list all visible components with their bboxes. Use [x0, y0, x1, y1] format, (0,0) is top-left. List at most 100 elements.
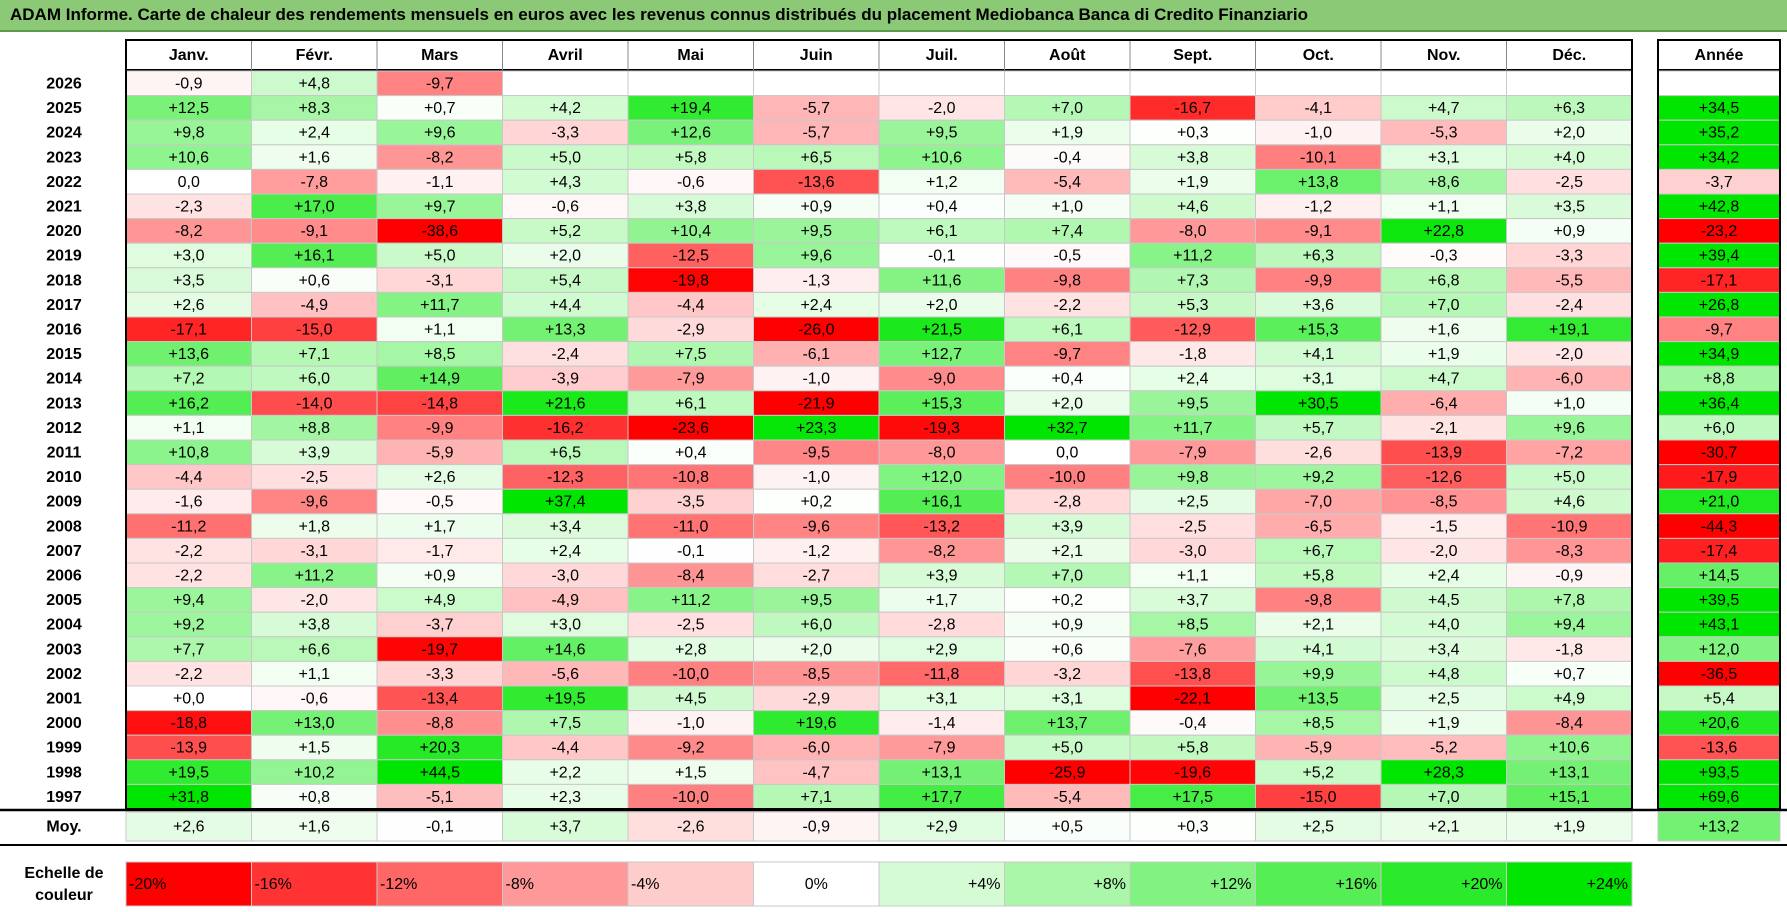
scale-swatch: [1004, 861, 1131, 907]
year-label: 2016: [46, 322, 82, 339]
cell-value: +6,1: [926, 223, 958, 240]
heatmap-cell: [878, 242, 1005, 269]
heatmap-cell: [1380, 636, 1507, 662]
cell-value: -13,9: [171, 740, 208, 757]
year-label: 2014: [46, 371, 82, 388]
cell-value: +1,9: [1177, 174, 1209, 191]
annual-value: -17,9: [1701, 469, 1738, 486]
cell-value: +7,0: [1051, 568, 1083, 585]
heatmap-cell: [1004, 562, 1131, 589]
heatmap-cell: [1255, 291, 1382, 318]
cell-value: +5,7: [1302, 420, 1334, 437]
cell-value: +3,5: [1553, 199, 1585, 216]
heatmap-cell: [1506, 267, 1633, 293]
cell-value: +2,5: [1177, 494, 1209, 511]
cell-value: -4,4: [175, 469, 203, 486]
cell-value: +1,1: [424, 322, 456, 339]
annual-value: +26,8: [1699, 297, 1740, 314]
heatmap-cell: [125, 537, 252, 564]
cell-value: +2,0: [549, 248, 581, 265]
scale-label: -4%: [631, 876, 659, 893]
cell-value: -2,2: [1053, 297, 1081, 314]
month-header-4: Avril: [548, 47, 583, 64]
cell-value: -21,9: [798, 395, 835, 412]
scale-swatch: [878, 861, 1005, 907]
cell-value: -3,2: [1053, 666, 1081, 683]
cell-value: +6,1: [675, 395, 707, 412]
heatmap-cell: [1380, 341, 1507, 367]
cell-value: +4,8: [1428, 666, 1460, 683]
scale-swatch: [1129, 861, 1256, 907]
average-value: -0,9: [802, 819, 830, 836]
cell-value: +1,1: [298, 666, 330, 683]
heatmap-cell: [1129, 267, 1256, 293]
heatmap-cell: [753, 390, 880, 416]
cell-value: +9,7: [424, 199, 456, 216]
cell-value: -12,5: [673, 248, 710, 265]
cell-value: +31,8: [169, 789, 210, 806]
cell-value: -19,6: [1175, 764, 1212, 781]
annual-value: +43,1: [1699, 617, 1740, 634]
annual-cell: [1657, 341, 1781, 367]
cell-value: -2,0: [928, 100, 956, 117]
cell-value: +5,0: [549, 149, 581, 166]
annual-value: +93,5: [1699, 764, 1740, 781]
heatmap-cell: [502, 660, 629, 687]
cell-value: +13,1: [922, 764, 963, 781]
cell-value: +1,9: [1051, 125, 1083, 142]
heatmap-cell: [1129, 783, 1256, 810]
scale-label: -8%: [506, 876, 534, 893]
cell-value: +9,5: [800, 223, 832, 240]
cell-value: -12,9: [1175, 322, 1212, 339]
month-header-7: Juil.: [926, 47, 958, 64]
year-label: 2017: [46, 297, 82, 314]
heatmap-cell: [1129, 95, 1256, 121]
cell-value: -10,8: [673, 469, 710, 486]
heatmap-cell: [251, 734, 378, 761]
cell-value: +4,4: [549, 297, 581, 314]
cell-value: -5,7: [802, 100, 830, 117]
cell-value: -15,0: [1300, 789, 1337, 806]
annual-value: +8,8: [1703, 371, 1735, 388]
cell-value: +11,7: [1173, 420, 1212, 437]
cell-value: -8,3: [1555, 543, 1583, 560]
cell-value: +2,1: [1051, 543, 1083, 560]
cell-value: -1,6: [175, 494, 203, 511]
cell-value: +5,0: [1553, 469, 1585, 486]
scale-label: +16%: [1336, 876, 1377, 893]
heatmap-cell: [1004, 365, 1131, 392]
heatmap-cell: [753, 439, 880, 466]
cell-value: +0,4: [675, 445, 707, 462]
cell-value: +13,8: [1298, 174, 1339, 191]
heatmap-cell: [1004, 414, 1131, 441]
heatmap-cell: [753, 759, 880, 785]
cell-value: -3,7: [426, 617, 454, 634]
heatmap-cell: [627, 144, 754, 170]
heatmap-cell: [1506, 685, 1633, 712]
average-annual-cell: [1657, 811, 1781, 842]
heatmap-cell: [376, 710, 503, 736]
cell-value: -8,2: [928, 543, 956, 560]
annual-value: -44,3: [1701, 518, 1738, 535]
cell-value: +7,4: [1051, 223, 1083, 240]
annual-value: +21,0: [1699, 494, 1740, 511]
cell-value: +9,8: [173, 125, 205, 142]
annual-value: -13,6: [1701, 740, 1738, 757]
cell-value: +32,7: [1047, 420, 1088, 437]
heatmap-cell: [125, 562, 252, 589]
annual-value: -17,1: [1701, 272, 1738, 289]
cell-value: -3,3: [551, 125, 579, 142]
heatmap-cell: [1255, 144, 1382, 170]
cell-value: -6,5: [1304, 518, 1332, 535]
cell-value: -8,5: [1430, 494, 1458, 511]
scale-swatch: [125, 861, 252, 907]
annual-value: -36,5: [1701, 666, 1738, 683]
cell-value: +16,1: [294, 248, 335, 265]
cell-value: -7,6: [1179, 641, 1207, 658]
heatmap-cell: [376, 193, 503, 220]
cell-value: -7,9: [1179, 445, 1207, 462]
average-cell: [251, 811, 378, 842]
cell-value: +13,3: [545, 322, 586, 339]
cell-value: +3,8: [298, 617, 330, 634]
annual-cell: [1657, 513, 1781, 539]
